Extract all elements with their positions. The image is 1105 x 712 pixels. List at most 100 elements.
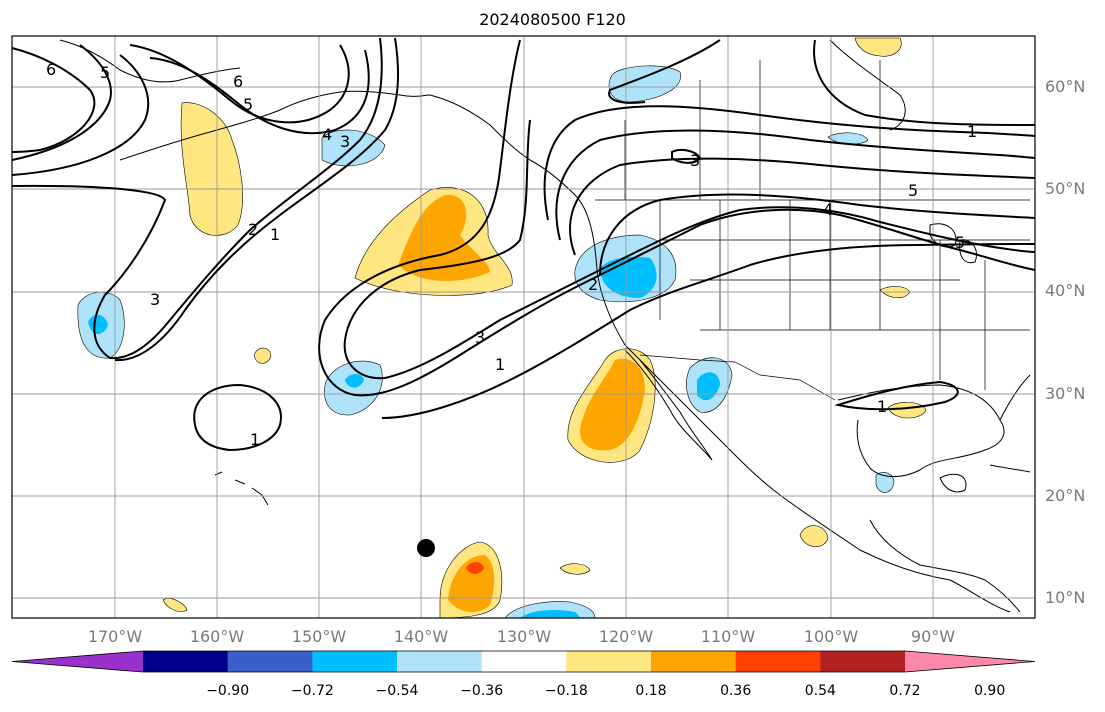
grid: [12, 36, 1035, 618]
contours: [11, 37, 1036, 452]
colorbar-segment: [566, 651, 652, 672]
colorbar-segment: [227, 651, 313, 672]
contour-label: 5: [955, 233, 965, 252]
contour-label: 1: [250, 430, 260, 449]
contour-label: 4: [823, 200, 833, 219]
contour-labels: 6 5 6 5 4 3 2 1 3 1 1 3 2 3 1 5 4 1 5: [46, 60, 977, 449]
state-lines: [659, 200, 1030, 390]
yucatan: [939, 473, 967, 493]
negative-region: [321, 129, 386, 167]
positive-region: [162, 598, 188, 612]
alaska-peninsula: [279, 90, 431, 111]
negative-region: [520, 610, 580, 618]
map-title: 2024080500 F120: [479, 10, 626, 29]
contour-label: 5: [100, 63, 110, 82]
province-lines: [624, 60, 881, 200]
colorbar-tick-label: −0.18: [544, 683, 588, 699]
colorbar-tick-label: 0.36: [720, 683, 752, 699]
colorbar-extend-low: [12, 651, 143, 672]
colorbar-tick-label: 0.54: [804, 683, 836, 699]
contour-line: [149, 49, 370, 135]
negative-region: [608, 65, 681, 103]
lon-label: 170°W: [87, 627, 143, 646]
lon-label: 140°W: [393, 627, 449, 646]
lon-label: 160°W: [189, 627, 245, 646]
positive-region: [466, 562, 484, 574]
lon-label: 90°W: [910, 627, 956, 646]
contour-line: [599, 193, 1036, 276]
contour-line: [129, 44, 350, 124]
positive-region: [253, 347, 272, 364]
storm-marker: [417, 539, 435, 557]
contour-line: [11, 37, 383, 360]
contour-line: [555, 129, 1036, 241]
colorbar-segment: [820, 651, 906, 672]
positive-region: [580, 358, 645, 451]
central-america: [869, 519, 1021, 613]
colorbar-segment: [397, 651, 483, 672]
colorbar: [11, 650, 1036, 673]
contour-label: 6: [46, 60, 56, 79]
lon-label: 150°W: [291, 627, 347, 646]
colorbar-tick-label: −0.54: [375, 683, 419, 699]
colorbar-segment: [143, 651, 229, 672]
contour-label: 5: [243, 95, 253, 114]
lon-label: 120°W: [598, 627, 654, 646]
colorbar-segment: [312, 651, 398, 672]
baja-california: [624, 349, 713, 461]
caribbean: [989, 464, 1031, 473]
contour-line: [114, 37, 399, 362]
contour-label: 2: [248, 220, 258, 239]
contour-line: [318, 39, 1036, 397]
contour-line: [381, 243, 1036, 419]
north-america-coast: [429, 94, 1011, 613]
positive-region: [799, 525, 829, 547]
contour-label: 3: [690, 151, 700, 170]
coastlines: [59, 39, 1031, 613]
colorbar-tick-label: 0.18: [635, 683, 667, 699]
colorbar-extend-high: [905, 651, 1035, 672]
colorbar-tick-label: −0.72: [290, 683, 334, 699]
colorbar-tick-label: −0.90: [206, 683, 250, 699]
colorbar-outline: [11, 650, 1036, 673]
colorbar-segment: [481, 651, 567, 672]
contour-label: 5: [908, 181, 918, 200]
contour-line: [193, 383, 282, 452]
contour-line: [671, 149, 702, 164]
hawaii: [214, 471, 269, 506]
contour-label: 3: [150, 290, 160, 309]
colorbar-segment: [651, 651, 737, 672]
lon-label: 130°W: [496, 627, 552, 646]
contour-label: 2: [588, 275, 598, 294]
contour-label: 1: [877, 397, 887, 416]
lon-label: 110°W: [700, 627, 756, 646]
contour-line: [11, 47, 96, 153]
negative-region: [88, 314, 108, 335]
contour-label: 1: [967, 122, 977, 141]
contour-label: 6: [233, 72, 243, 91]
colorbar-tick-label: 0.90: [974, 683, 1006, 699]
contour-line: [11, 54, 150, 176]
lat-label: 50°N: [1045, 179, 1086, 198]
lat-label: 40°N: [1045, 281, 1086, 300]
contour-line: [343, 119, 1036, 380]
contour-label: 1: [270, 225, 280, 244]
colorbar-tick-label: 0.72: [889, 683, 921, 699]
positive-region: [559, 563, 591, 575]
us-mexico-border: [639, 354, 836, 401]
contour-line: [543, 105, 1036, 221]
contour-line: [569, 157, 1036, 256]
lat-label: 10°N: [1045, 588, 1086, 607]
contour-line: [813, 39, 1036, 126]
contour-label: 3: [475, 328, 485, 347]
contour-line: [834, 380, 959, 411]
lat-label: 60°N: [1045, 77, 1086, 96]
contour-label: 3: [340, 132, 350, 151]
contour-line: [11, 44, 112, 161]
gulf-of-mexico-coast: [837, 384, 1005, 477]
lat-label: 20°N: [1045, 486, 1086, 505]
negative-region: [697, 372, 720, 401]
lon-label: 100°W: [803, 627, 859, 646]
colorbar-tick-label: −0.36: [460, 683, 504, 699]
colorbar-segment: [735, 651, 821, 672]
